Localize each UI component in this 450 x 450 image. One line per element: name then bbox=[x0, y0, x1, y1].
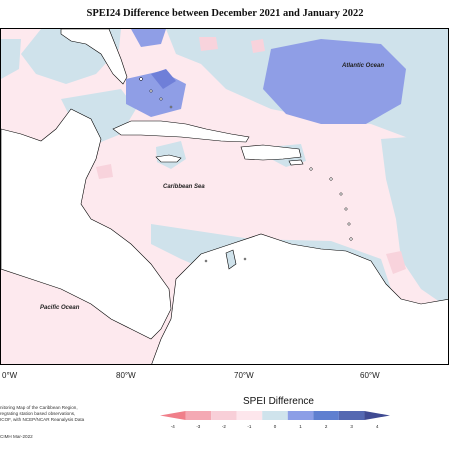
map-title: SPEI24 Difference between December 2021 … bbox=[86, 8, 364, 19]
credits-line: ICOF, with NCEP/NCAR Reanalysis Data bbox=[0, 417, 85, 422]
map-panel bbox=[0, 28, 449, 365]
legend-swatch bbox=[236, 411, 263, 420]
longitude-label: 0°W bbox=[2, 371, 18, 380]
land-masses bbox=[1, 29, 448, 364]
legend-swatch bbox=[364, 411, 390, 420]
legend-swatch bbox=[338, 411, 365, 420]
credits-text: nitoring Map of the Caribbean Region, re… bbox=[0, 405, 140, 423]
longitude-label: 80°W bbox=[116, 371, 136, 380]
longitude-label: 60°W bbox=[360, 371, 380, 380]
small-islands bbox=[139, 77, 353, 263]
legend-tick-label: 0 bbox=[273, 424, 277, 429]
legend-swatch bbox=[211, 411, 237, 420]
spei-map bbox=[1, 29, 448, 364]
legend-tick-label: -4 bbox=[170, 424, 175, 429]
legend-tick-label: -2 bbox=[221, 424, 226, 429]
legend-swatch bbox=[185, 411, 212, 420]
pacific-ocean-label: Pacific Ocean bbox=[40, 305, 80, 311]
legend-tick-label: 2 bbox=[324, 424, 328, 429]
legend-swatch bbox=[262, 411, 288, 420]
legend-tick-label: 1 bbox=[299, 424, 302, 429]
legend-tick-label: -3 bbox=[196, 424, 201, 429]
legend-tick-label: -1 bbox=[247, 424, 252, 429]
legend-swatch bbox=[160, 411, 186, 420]
atlantic-ocean-label: Atlantic Ocean bbox=[342, 63, 385, 69]
blue-anomaly-fields bbox=[126, 29, 406, 124]
legend-colorbar bbox=[160, 411, 390, 420]
longitude-label: 70°W bbox=[234, 371, 254, 380]
issue-date: CIMH Mar-2022 bbox=[0, 434, 33, 439]
legend-swatch bbox=[313, 411, 339, 420]
credits-line: nitoring Map of the Caribbean Region, bbox=[0, 405, 78, 410]
credits-line: regrating station based observations, bbox=[0, 411, 76, 416]
legend-tick-label: 4 bbox=[375, 424, 379, 429]
legend-swatch bbox=[287, 411, 314, 420]
caribbean-sea-label: Caribbean Sea bbox=[163, 184, 205, 190]
legend-tick-label: 3 bbox=[350, 424, 353, 429]
legend-title: SPEI Difference bbox=[243, 396, 314, 407]
